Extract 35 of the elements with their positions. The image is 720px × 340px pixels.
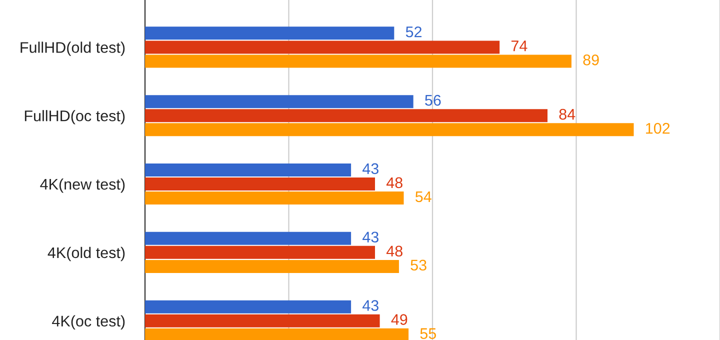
data-label: 55 xyxy=(420,328,436,339)
data-label: 54 xyxy=(415,191,432,202)
y-tick-label: 4K(oc test) xyxy=(52,315,125,330)
bar xyxy=(145,109,548,122)
y-tick-label: FullHD(oc test) xyxy=(24,110,125,124)
data-label: 43 xyxy=(362,232,378,243)
data-label: 102 xyxy=(646,122,670,134)
data-label: 84 xyxy=(559,108,576,120)
data-label: 89 xyxy=(583,54,599,66)
bar xyxy=(145,260,399,273)
data-label: 48 xyxy=(386,246,402,257)
data-label: 52 xyxy=(406,26,422,38)
data-label: 48 xyxy=(386,177,402,188)
y-tick-label: FullHD(old test) xyxy=(20,42,125,56)
data-label: 74 xyxy=(511,40,528,52)
bar xyxy=(145,232,352,245)
data-label: 43 xyxy=(362,300,378,311)
bar xyxy=(145,54,572,68)
data-label: 56 xyxy=(425,94,441,106)
data-label: 53 xyxy=(410,260,426,271)
y-tick-label: 4K(new test) xyxy=(40,178,125,193)
bar xyxy=(145,123,634,136)
bar xyxy=(145,95,414,108)
bar xyxy=(145,178,375,191)
y-tick-label: 4K(old test) xyxy=(48,246,125,262)
bar xyxy=(145,26,394,40)
bar xyxy=(145,314,380,328)
bar xyxy=(145,192,404,205)
data-label: 49 xyxy=(391,314,408,325)
bar xyxy=(145,40,500,54)
bar xyxy=(145,164,352,176)
data-label: 43 xyxy=(362,163,378,174)
bar xyxy=(145,328,409,340)
bar xyxy=(145,300,352,314)
bar xyxy=(145,246,375,259)
